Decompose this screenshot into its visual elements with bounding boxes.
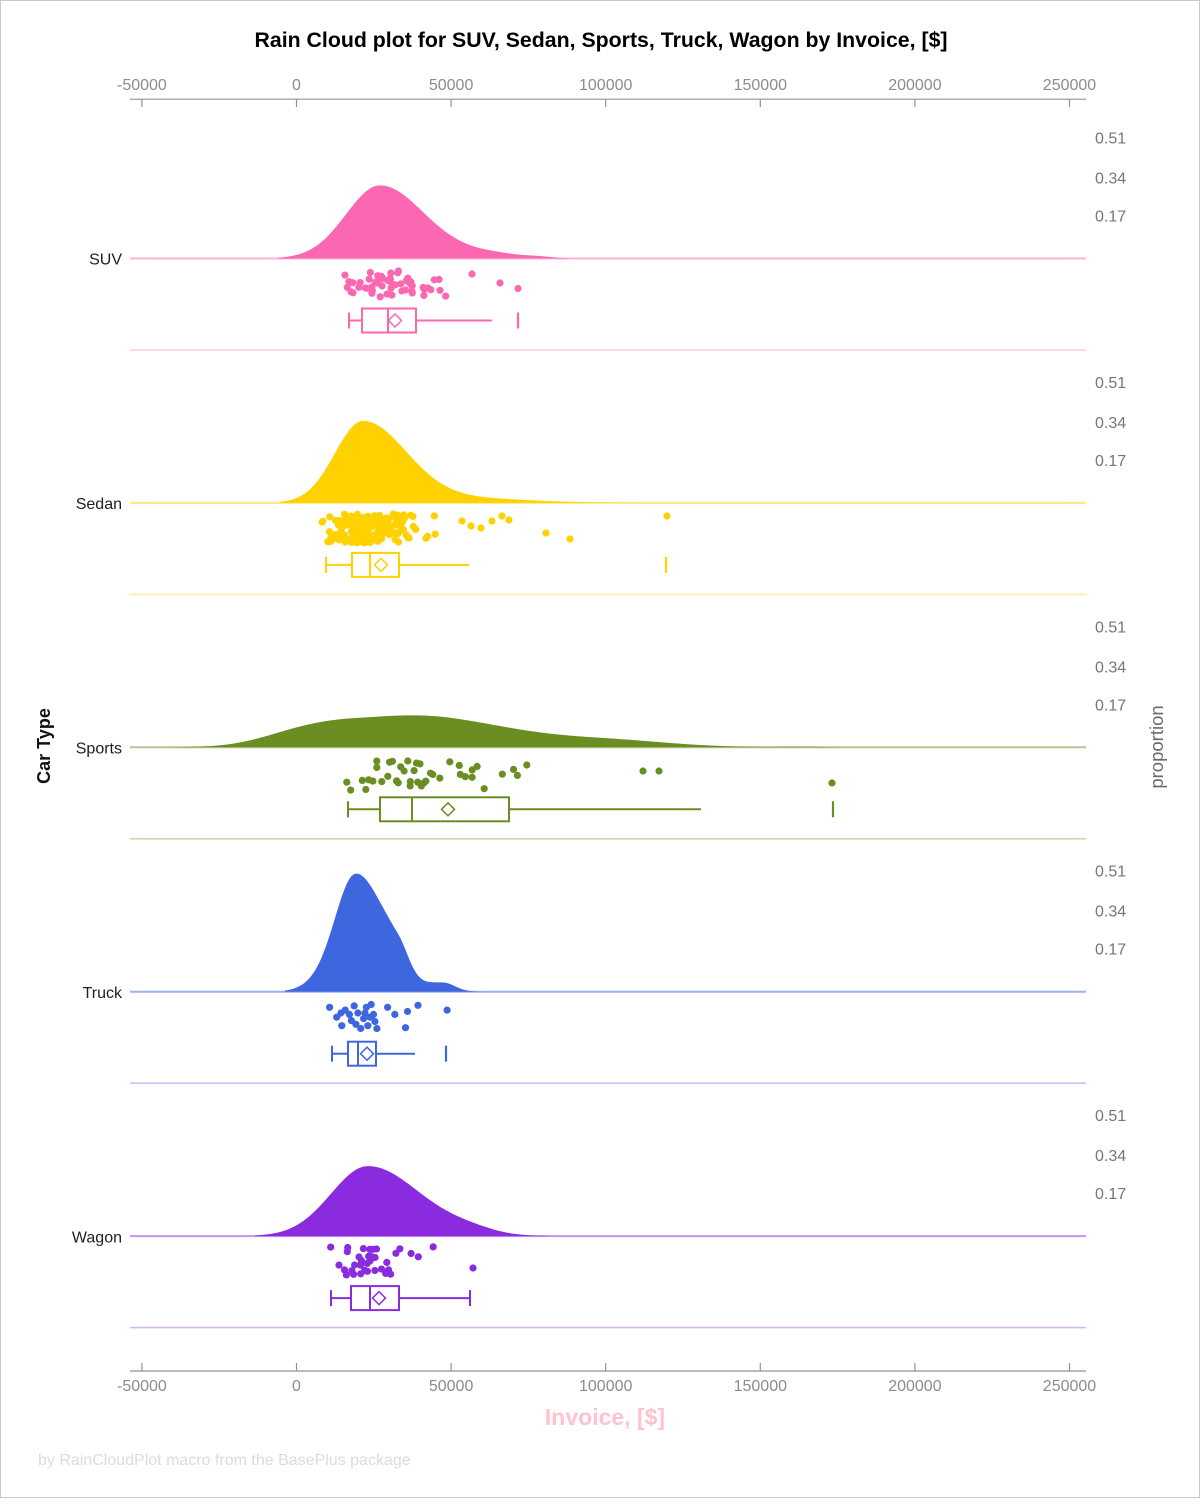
- svg-text:100000: 100000: [579, 77, 632, 94]
- svg-text:Sports: Sports: [76, 741, 122, 758]
- svg-text:0.34: 0.34: [1095, 1148, 1126, 1165]
- svg-text:0.17: 0.17: [1095, 942, 1126, 959]
- svg-text:250000: 250000: [1043, 1378, 1096, 1395]
- svg-text:0.51: 0.51: [1095, 375, 1126, 392]
- svg-text:by RainCloudPlot macro from th: by RainCloudPlot macro from the BasePlus…: [38, 1452, 411, 1469]
- svg-text:150000: 150000: [734, 1378, 787, 1395]
- svg-text:proportion: proportion: [1146, 705, 1167, 788]
- svg-text:Truck: Truck: [83, 985, 123, 1002]
- svg-text:-50000: -50000: [117, 1378, 167, 1395]
- svg-text:50000: 50000: [429, 1378, 474, 1395]
- svg-text:0.17: 0.17: [1095, 209, 1126, 226]
- svg-text:150000: 150000: [734, 77, 787, 94]
- svg-text:SUV: SUV: [89, 252, 122, 269]
- svg-text:0.34: 0.34: [1095, 171, 1126, 188]
- svg-text:0.51: 0.51: [1095, 131, 1126, 148]
- svg-text:250000: 250000: [1043, 77, 1096, 94]
- svg-text:Rain Cloud plot for SUV, Sedan: Rain Cloud plot for SUV, Sedan, Sports, …: [254, 28, 947, 52]
- svg-text:0.17: 0.17: [1095, 1186, 1126, 1203]
- svg-text:200000: 200000: [888, 1378, 941, 1395]
- svg-text:0: 0: [292, 77, 301, 94]
- svg-text:50000: 50000: [429, 77, 474, 94]
- svg-text:0.51: 0.51: [1095, 864, 1126, 881]
- svg-text:100000: 100000: [579, 1378, 632, 1395]
- svg-text:Sedan: Sedan: [76, 496, 122, 513]
- svg-text:Car Type: Car Type: [34, 708, 54, 784]
- svg-text:0.34: 0.34: [1095, 904, 1126, 921]
- svg-text:0.34: 0.34: [1095, 415, 1126, 432]
- svg-text:0.34: 0.34: [1095, 659, 1126, 676]
- svg-text:0.51: 0.51: [1095, 619, 1126, 636]
- svg-text:200000: 200000: [888, 77, 941, 94]
- svg-text:-50000: -50000: [117, 77, 167, 94]
- svg-text:0.17: 0.17: [1095, 453, 1126, 470]
- svg-text:0.51: 0.51: [1095, 1108, 1126, 1125]
- svg-text:Wagon: Wagon: [72, 1229, 122, 1246]
- svg-text:Invoice, [$]: Invoice, [$]: [545, 1404, 665, 1430]
- svg-text:0.17: 0.17: [1095, 697, 1126, 714]
- svg-text:0: 0: [292, 1378, 301, 1395]
